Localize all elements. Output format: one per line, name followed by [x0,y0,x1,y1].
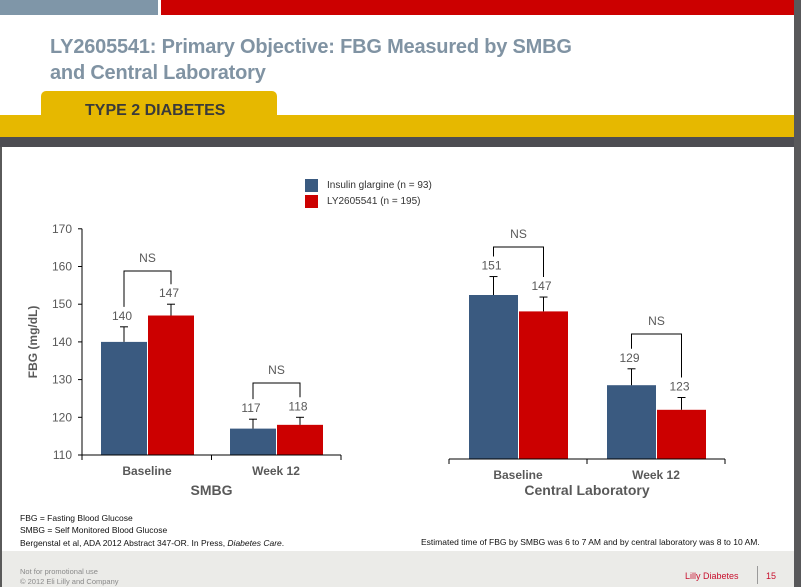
significance-bracket [252,382,301,400]
data-label: 147 [531,279,551,293]
data-label: 147 [159,286,179,300]
bar-ly2605541-week-12 [277,424,323,455]
footer-band [2,551,794,587]
section-tab [41,91,277,121]
y-tick-label: 110 [53,448,72,462]
data-label: 117 [241,401,260,415]
footnote-reference: Bergenstal et al, ADA 2012 Abstract 347-… [20,537,284,549]
significance-label: NS [648,314,665,328]
x-tick-label: Week 12 [252,464,300,478]
bar-insulin-glargine-baseline [469,295,518,459]
chart-central-laboratory [448,246,726,464]
frame-left [0,147,2,587]
legend-swatch-insulin-glargine [305,178,318,192]
significance-bracket [123,270,172,307]
data-label: 140 [112,309,132,323]
significance-label: NS [510,227,527,241]
footer-separator [757,566,758,584]
significance-label: NS [139,251,156,265]
significance-bracket [631,333,682,378]
data-label: 151 [481,259,501,273]
legend-label-ly2605541: LY2605541 (n = 195) [327,195,421,207]
significance-label: NS [268,363,285,377]
x-axis-title: Central Laboratory [524,482,649,498]
footnotes: FBG = Fasting Blood Glucose SMBG = Self … [20,512,284,549]
x-tick-label: Week 12 [632,468,680,482]
reference-text: Bergenstal et al, ADA 2012 Abstract 347-… [20,538,228,548]
data-label: 118 [288,399,307,413]
data-label: 123 [669,380,689,394]
y-axis-title: FBG (mg/dL) [26,306,40,379]
slide-title: LY2605541: Primary Objective: FBG Measur… [50,34,750,86]
y-tick-label: 160 [52,260,72,274]
page-number: 15 [766,571,777,581]
bar-insulin-glargine-baseline [101,341,147,455]
chart-legend: Insulin glargine (n = 93) LY2605541 (n =… [305,177,432,209]
legend-swatch-ly2605541 [305,194,318,208]
bar-ly2605541-baseline [519,311,568,459]
y-tick-label: 130 [52,373,72,387]
frame-right [794,0,801,587]
footer-legal: Not for promotional use © 2012 Eli Lilly… [20,567,119,587]
legend-item-insulin-glargine: Insulin glargine (n = 93) [305,177,432,193]
footer-disclaimer: Not for promotional use [20,567,98,576]
section-tab-label: TYPE 2 DIABETES [85,102,226,119]
legend-label-insulin-glargine: Insulin glargine (n = 93) [327,179,432,191]
footnote-fbg: FBG = Fasting Blood Glucose [20,513,133,523]
top-bar-gray [0,0,158,15]
legend-item-ly2605541: LY2605541 (n = 195) [305,193,432,209]
footer-brand: Lilly Diabetes [685,571,739,581]
reference-journal: Diabetes Care [227,538,282,548]
x-tick-label: Baseline [122,464,172,478]
y-tick-label: 170 [52,222,72,236]
significance-bracket [493,246,544,278]
footnote-smbg: SMBG = Self Monitored Blood Glucose [20,525,168,535]
title-line-1: LY2605541: Primary Objective: FBG Measur… [50,36,572,58]
y-tick-label: 120 [52,410,72,424]
top-bar-red [161,0,794,15]
x-axis-title: SMBG [191,482,233,498]
estimated-time-note: Estimated time of FBG by SMBG was 6 to 7… [421,537,760,547]
y-tick-label: 150 [52,297,72,311]
y-tick-label: 140 [52,335,72,349]
bar-insulin-glargine-week-12 [607,385,656,459]
divider-band [0,137,794,147]
reference-suffix: . [281,538,285,548]
footer-copyright: © 2012 Eli Lilly and Company [20,577,119,586]
x-tick-label: Baseline [493,468,543,482]
title-line-2: and Central Laboratory [50,62,266,84]
charts-canvas: 140 147 NS Baseline 117 118 NS Week 12 SMBG 110 12… [26,222,726,498]
chart-smbg [78,228,342,460]
data-label: 129 [619,351,639,365]
bar-insulin-glargine-week-12 [230,428,276,455]
bar-ly2605541-week-12 [657,409,706,459]
bar-ly2605541-baseline [148,315,194,455]
